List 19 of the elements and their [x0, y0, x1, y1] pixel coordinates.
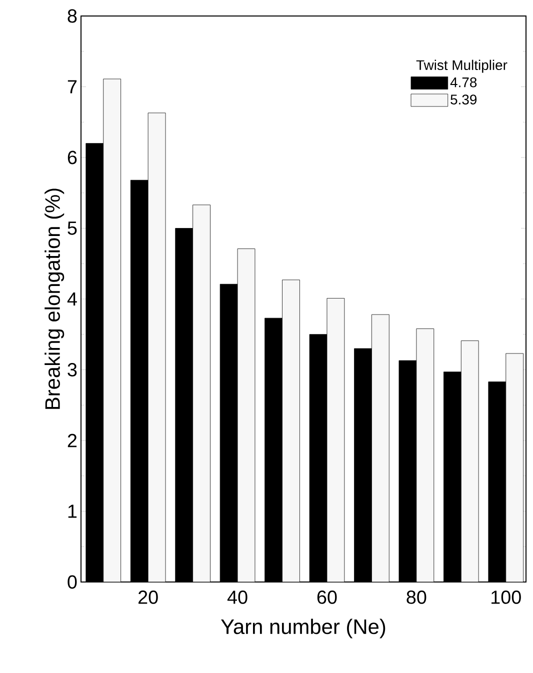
y-tick-label: 0 — [68, 575, 77, 589]
x-tick-label: 20 — [138, 590, 158, 604]
x-tick-label: 40 — [227, 590, 248, 604]
legend-label: 5.39 — [450, 94, 477, 104]
y-tick-label: 8 — [68, 9, 77, 23]
y-tick-label: 6 — [68, 150, 77, 164]
x-tick-label: 80 — [406, 590, 426, 604]
x-axis-title: Yarn number (Ne) — [221, 618, 386, 638]
y-axis-title: Breaking elongation (%) — [44, 188, 64, 409]
x-tick-label: 100 — [492, 590, 521, 604]
legend-label: 4.78 — [450, 77, 477, 88]
y-tick-label: 2 — [68, 434, 77, 448]
y-tick-label: 1 — [68, 504, 77, 518]
y-tick-label: 7 — [68, 80, 77, 94]
y-tick-label: 3 — [68, 363, 77, 376]
y-tick-label: 4 — [67, 292, 77, 306]
y-tick-label: 5 — [68, 222, 77, 235]
x-tick-label: 60 — [317, 590, 337, 604]
legend-title: Twist Multiplier — [416, 60, 508, 73]
